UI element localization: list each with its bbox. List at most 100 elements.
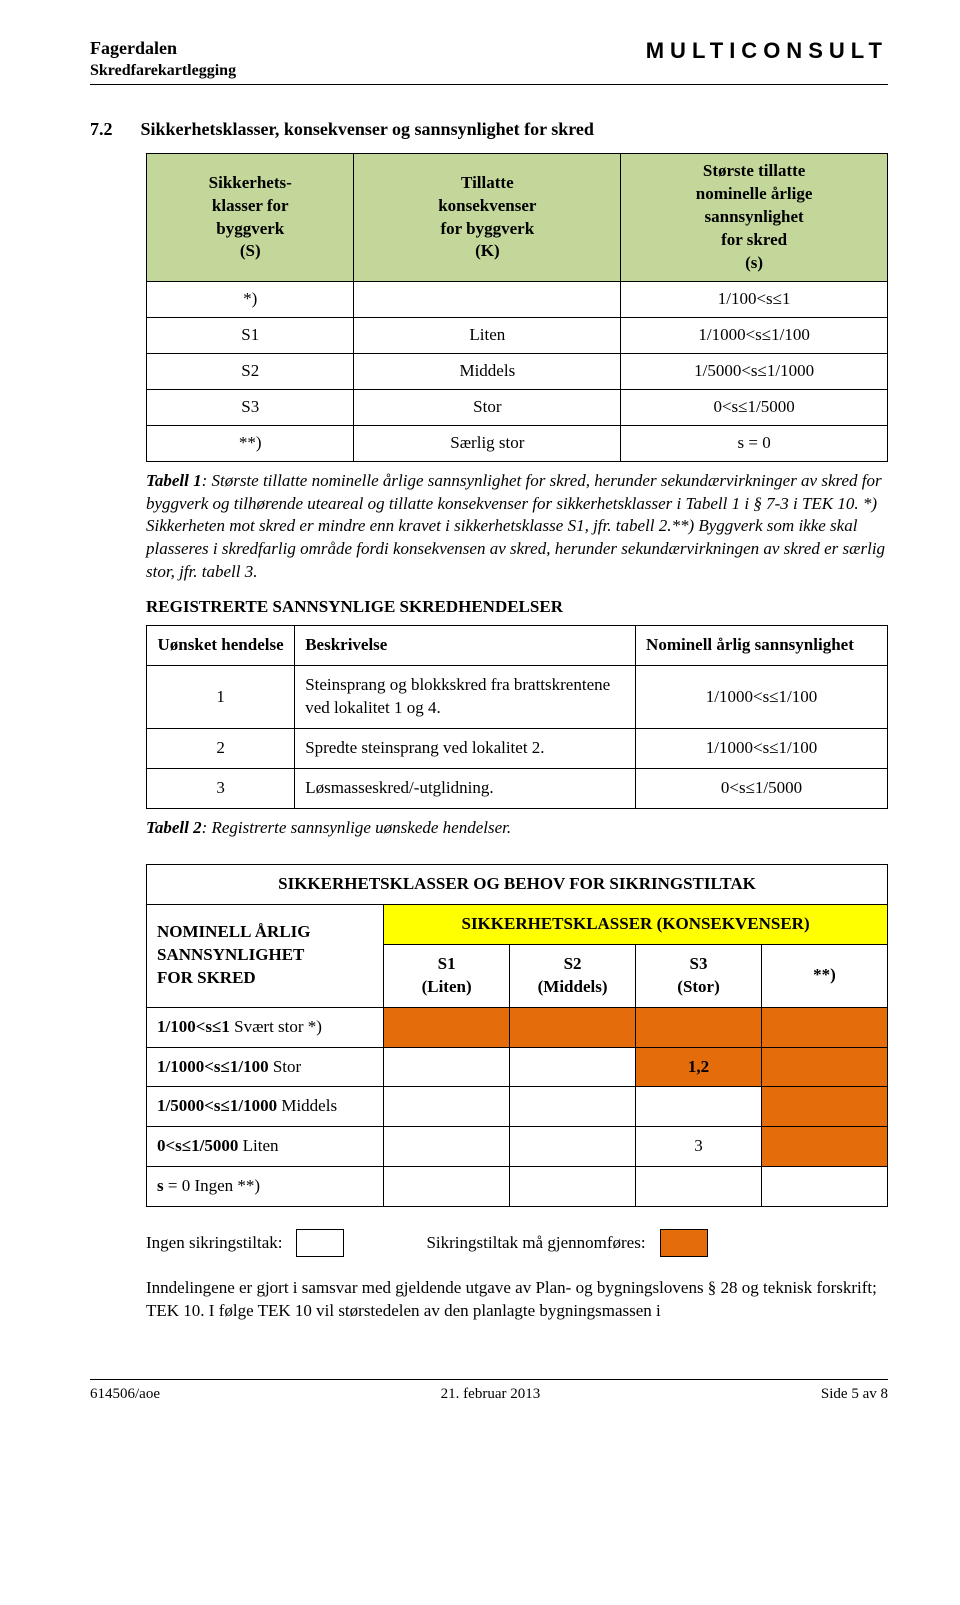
cell: 1/1000<s≤1/100	[636, 666, 888, 729]
table-row: 1/5000<s≤1/1000 Middels	[147, 1087, 888, 1127]
cell	[384, 1047, 510, 1087]
cell	[762, 1087, 888, 1127]
row-label: s = 0 Ingen **)	[147, 1167, 384, 1207]
t1-h2-l4: (K)	[475, 241, 500, 260]
page-header: Fagerdalen Skredfarekartlegging MULTICON…	[90, 36, 888, 85]
t3-left-head: NOMINELL ÅRLIG SANNSYNLIGHET FOR SKRED	[147, 904, 384, 1007]
cell: 3	[636, 1127, 762, 1167]
t3-lh-2: SANNSYNLIGHET	[157, 945, 304, 964]
t1-h3-l4: for skred	[721, 230, 787, 249]
cell: 1/100<s≤1	[621, 281, 888, 317]
table-row: 3 Løsmasseskred/-utglidning. 0<s≤1/5000	[147, 768, 888, 808]
cell: 2	[147, 729, 295, 769]
table-row: S2 Middels 1/5000<s≤1/1000	[147, 353, 888, 389]
cell: 1/1000<s≤1/100	[621, 317, 888, 353]
cell	[636, 1087, 762, 1127]
swatch-need	[660, 1229, 708, 1257]
cell: Liten	[354, 317, 621, 353]
t1-h2-l3: for byggverk	[441, 219, 535, 238]
row-label: 1/100<s≤1 Svært stor *)	[147, 1007, 384, 1047]
section-heading: 7.2 Sikkerhetsklasser, konsekvenser og s…	[90, 117, 888, 141]
cell	[636, 1007, 762, 1047]
table-row: s = 0 Ingen **)	[147, 1167, 888, 1207]
cell	[762, 1047, 888, 1087]
cell: Stor	[354, 389, 621, 425]
cell	[510, 1007, 636, 1047]
caption-lead: Tabell 2	[146, 818, 202, 837]
table-row: 2 Spredte steinsprang ved lokalitet 2. 1…	[147, 729, 888, 769]
table1-caption: Tabell 1: Største tillatte nominelle årl…	[146, 470, 888, 585]
table-row: 1/1000<s≤1/100 Stor1,2	[147, 1047, 888, 1087]
cell	[384, 1007, 510, 1047]
row-label: 1/1000<s≤1/100 Stor	[147, 1047, 384, 1087]
t1-h1-l2: klasser for	[212, 196, 289, 215]
t2-h1: Uønsket hendelse	[147, 626, 295, 666]
caption-lead: Tabell 1	[146, 471, 202, 490]
table-sikringstiltak: SIKKERHETSKLASSER OG BEHOV FOR SIKRINGST…	[146, 864, 888, 1207]
t1-h1-l3: byggverk	[216, 219, 284, 238]
cell: **)	[147, 425, 354, 461]
cell: Steinsprang og blokkskred fra brattskren…	[295, 666, 636, 729]
cell: s = 0	[621, 425, 888, 461]
table-row: 1 Steinsprang og blokkskred fra brattskr…	[147, 666, 888, 729]
legend-need-label: Sikringstiltak må gjennomføres:	[426, 1232, 645, 1255]
row-label: 0<s≤1/5000 Liten	[147, 1127, 384, 1167]
cell: S2	[147, 353, 354, 389]
table-row: S3 Stor 0<s≤1/5000	[147, 389, 888, 425]
page-footer: 614506/aoe 21. februar 2013 Side 5 av 8	[90, 1379, 888, 1404]
cell	[510, 1127, 636, 1167]
t3-c-s3a: S3	[690, 954, 708, 973]
table-row: **) Særlig stor s = 0	[147, 425, 888, 461]
t1-h3: Største tillatte nominelle årlige sannsy…	[621, 154, 888, 282]
cell	[354, 281, 621, 317]
t1-h3-l1: Største tillatte	[703, 161, 805, 180]
cell: 1	[147, 666, 295, 729]
t3-lh-1: NOMINELL ÅRLIG	[157, 922, 311, 941]
table-row: *) 1/100<s≤1	[147, 281, 888, 317]
section-title: Sikkerhetsklasser, konsekvenser og sanns…	[141, 117, 594, 141]
table-hendelser: Uønsket hendelse Beskrivelse Nominell år…	[146, 625, 888, 809]
footer-center: 21. februar 2013	[441, 1384, 541, 1404]
cell: 1/5000<s≤1/1000	[621, 353, 888, 389]
footer-left: 614506/aoe	[90, 1384, 160, 1404]
t2-h2: Beskrivelse	[295, 626, 636, 666]
cell: 0<s≤1/5000	[636, 768, 888, 808]
t3-c-s2a: S2	[564, 954, 582, 973]
header-title-2: Skredfarekartlegging	[90, 60, 236, 82]
caption-body: : Registrerte sannsynlige uønskede hende…	[202, 818, 512, 837]
section-number: 7.2	[90, 117, 113, 141]
t3-col-s3: S3 (Stor)	[636, 944, 762, 1007]
table2-caption: Tabell 2: Registrerte sannsynlige uønske…	[146, 817, 888, 840]
t2-h3: Nominell årlig sannsynlighet	[636, 626, 888, 666]
header-left: Fagerdalen Skredfarekartlegging	[90, 36, 236, 82]
table-sikkerhetsklasser: Sikkerhets- klasser for byggverk (S) Til…	[146, 153, 888, 461]
t1-h2: Tillatte konsekvenser for byggverk (K)	[354, 154, 621, 282]
registered-title: REGISTRERTE SANNSYNLIGE SKREDHENDELSER	[146, 596, 888, 619]
t1-h1-l4: (S)	[240, 241, 261, 260]
footer-right: Side 5 av 8	[821, 1384, 888, 1404]
cell: 1/1000<s≤1/100	[636, 729, 888, 769]
t3-col-s1: S1 (Liten)	[384, 944, 510, 1007]
cell: S1	[147, 317, 354, 353]
header-right-logo: MULTICONSULT	[646, 36, 888, 66]
t3-col-s4: **)	[762, 944, 888, 1007]
legend-none-label: Ingen sikringstiltak:	[146, 1232, 282, 1255]
t3-c-s2b: (Middels)	[538, 977, 608, 996]
t1-h3-l3: sannsynlighet	[705, 207, 804, 226]
swatch-none	[296, 1229, 344, 1257]
body-paragraph: Inndelingene er gjort i samsvar med gjel…	[146, 1277, 888, 1323]
t3-c-s1a: S1	[438, 954, 456, 973]
table-row: 0<s≤1/5000 Liten 3	[147, 1127, 888, 1167]
t3-lh-3: FOR SKRED	[157, 968, 256, 987]
t1-h2-l2: konsekvenser	[438, 196, 536, 215]
t3-c-s1b: (Liten)	[422, 977, 472, 996]
cell: 0<s≤1/5000	[621, 389, 888, 425]
cell	[762, 1127, 888, 1167]
t1-h1-l1: Sikkerhets-	[209, 173, 292, 192]
cell: 3	[147, 768, 295, 808]
row-label: 1/5000<s≤1/1000 Middels	[147, 1087, 384, 1127]
t1-h3-l5: (s)	[745, 253, 763, 272]
table-row: S1 Liten 1/1000<s≤1/100	[147, 317, 888, 353]
cell	[510, 1167, 636, 1207]
t1-h2-l1: Tillatte	[461, 173, 514, 192]
